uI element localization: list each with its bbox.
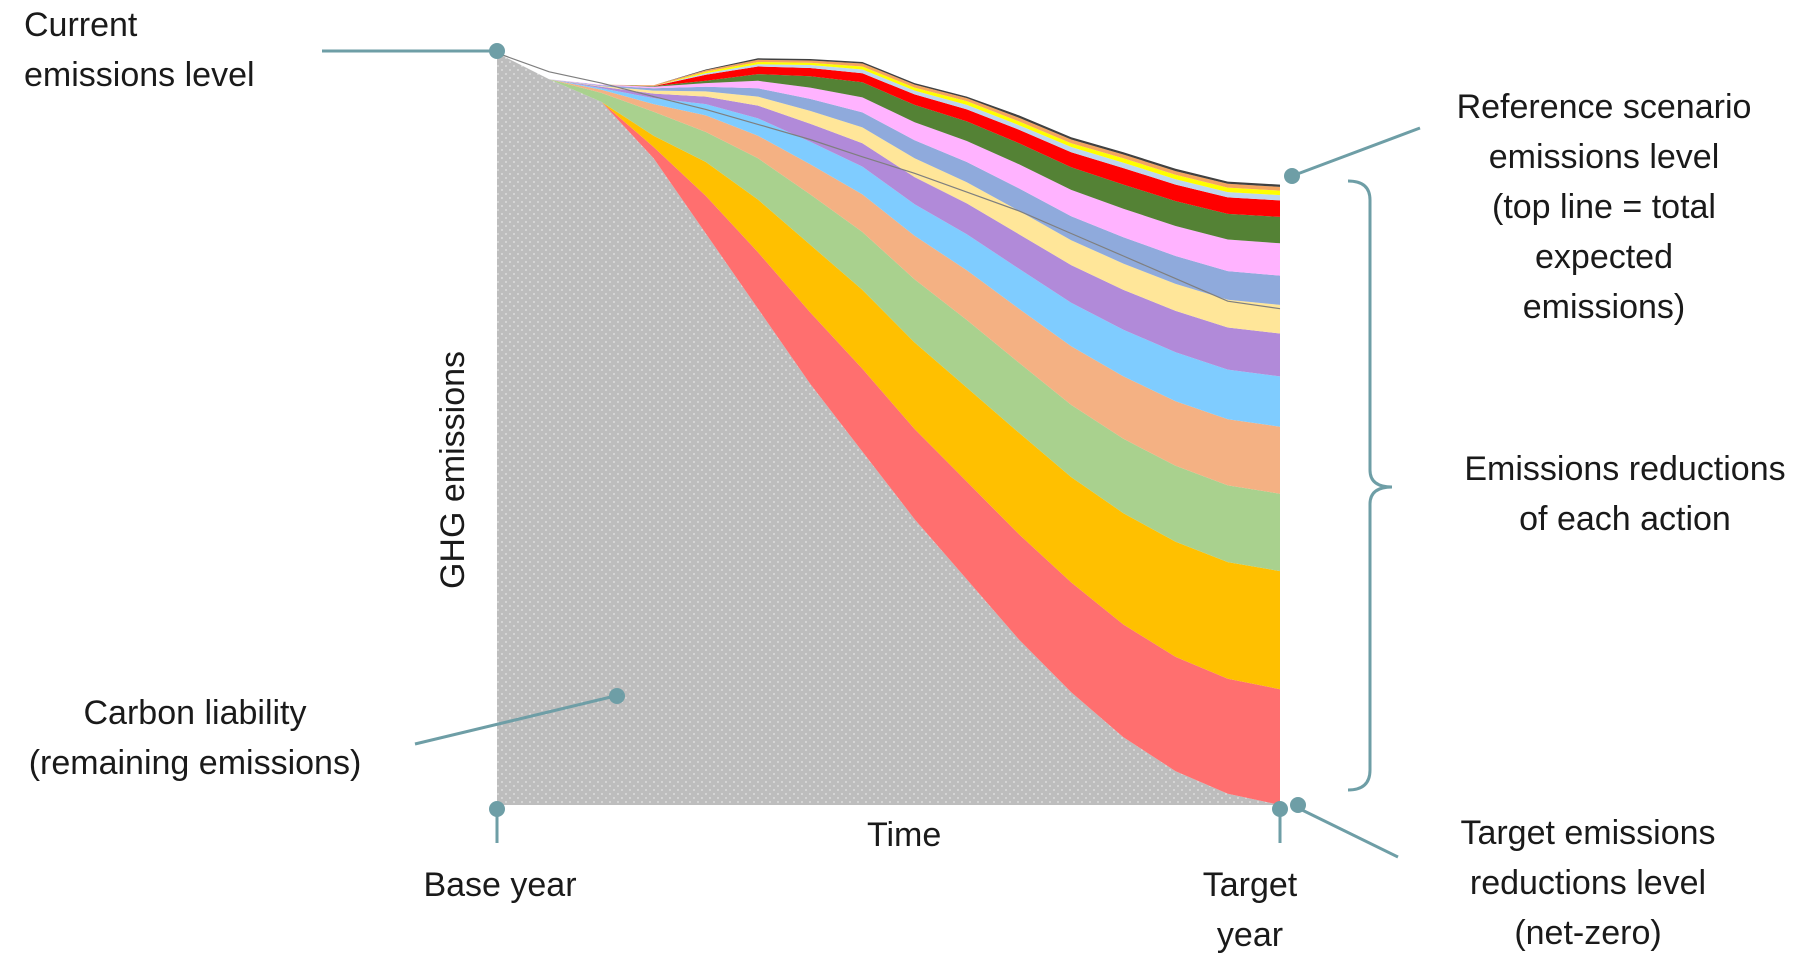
- reduction-band-7: [497, 53, 1280, 334]
- carbon-liability-marker: [609, 688, 625, 704]
- annotation-emissions-reductions: Emissions reductions of each action: [1464, 450, 1786, 538]
- stacked-areas: [496, 52, 1281, 805]
- reduction-band-2: [497, 53, 1280, 690]
- target-level-leader: [1297, 806, 1399, 859]
- target-level-marker: [1290, 797, 1306, 813]
- reduction-band-4: [497, 53, 1280, 494]
- ylabel: GHG emissions: [434, 350, 472, 590]
- target-year-marker: [1272, 801, 1288, 817]
- annotation-reference-scenario: Reference scenario emissions level (top …: [1456, 88, 1752, 326]
- carbon-liability-area: [497, 53, 1280, 805]
- annotation-target-level: Target emissions reductions level (net-z…: [1460, 814, 1716, 952]
- reference-scenario-marker: [1284, 168, 1300, 184]
- reductions-bracket: [1347, 179, 1393, 792]
- reduction-band-5: [497, 53, 1280, 427]
- reduction-band-10: [497, 53, 1280, 244]
- base-year-marker: [489, 801, 505, 817]
- reduction-band-11: [497, 53, 1280, 217]
- callouts: [322, 43, 1421, 859]
- reduction-band-1: [497, 53, 1280, 805]
- x-tick-target-year: Target year: [1202, 866, 1298, 954]
- reduction-band-8: [497, 53, 1280, 305]
- x-tick-base-year: Base year: [423, 866, 577, 904]
- annotation-carbon-liability: Carbon liability (remaining emissions): [28, 694, 362, 782]
- reduction-band-12: [497, 53, 1280, 201]
- reduction-band-3: [497, 53, 1280, 572]
- xlabel: Time: [867, 816, 942, 854]
- reference-scenario-leader: [1291, 126, 1421, 178]
- reduction-band-6: [497, 53, 1280, 377]
- annotation-current-emissions: Current emissions level: [24, 6, 255, 94]
- current-emissions-marker: [489, 43, 505, 59]
- reduction-band-9: [497, 53, 1280, 276]
- carbon-liability-leader: [414, 694, 616, 746]
- reference-scenario-line: [496, 52, 1281, 310]
